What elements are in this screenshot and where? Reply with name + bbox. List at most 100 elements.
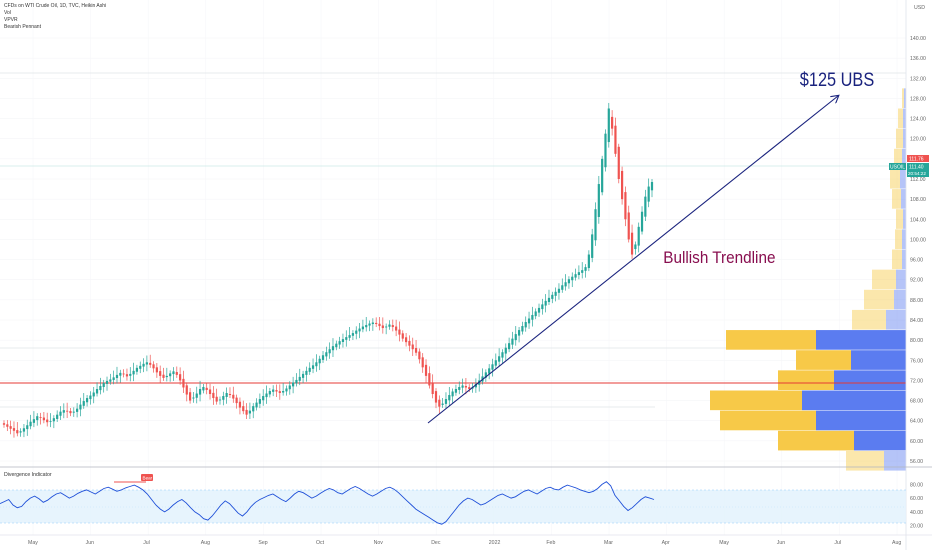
candle-body: [99, 385, 102, 391]
candle-body: [56, 414, 59, 419]
candle-body: [574, 274, 577, 278]
candle-body: [295, 379, 298, 384]
price-tick-label: 136.00: [910, 56, 926, 62]
candle-body: [527, 318, 531, 324]
indicator-vol[interactable]: Vol: [4, 10, 11, 16]
candle-body: [245, 409, 248, 415]
high-tag: 111.76: [909, 157, 924, 163]
bear-badge-bg: [141, 474, 153, 481]
candle-body: [331, 346, 335, 351]
price-tick-label: 128.00: [910, 96, 926, 102]
candle-body: [105, 380, 109, 384]
candle-body: [524, 322, 527, 328]
vpvr-down-bar: [802, 390, 906, 411]
time-tick-label: Oct: [316, 540, 325, 546]
candle-body: [155, 367, 158, 373]
oscillator-tick-label: 60.00: [910, 496, 923, 502]
candle-body: [69, 411, 72, 414]
vpvr-down-bar: [896, 269, 906, 290]
candle-body: [371, 322, 374, 325]
candle-body: [95, 388, 99, 394]
candle-body: [22, 428, 26, 432]
candle-body: [301, 373, 305, 378]
candle-body: [262, 396, 265, 401]
price-axis[interactable]: 140.00136.00132.00128.00124.00120.00116.…: [910, 36, 926, 465]
vpvr-up-bar: [852, 309, 886, 330]
target-annotation: $125 UBS: [800, 69, 874, 90]
trendline-annotation: Bullish Trendline: [663, 248, 775, 267]
countdown-tag: 20:54:22: [908, 171, 926, 176]
candle-body: [2, 423, 6, 425]
vpvr-up-bar: [892, 189, 901, 209]
candle-body: [514, 334, 517, 341]
price-tick-label: 68.00: [910, 399, 923, 405]
candle-body: [285, 388, 288, 392]
chart-header: CFDs on WTI Crude Oil, 1D, TVC, Heikin A…: [4, 3, 106, 31]
indicator-vpvr[interactable]: VPVR: [4, 17, 18, 23]
candle-body: [52, 418, 55, 422]
candle-body: [627, 212, 630, 240]
oscillator-axis: 80.00 60.00 40.00 20.00: [910, 482, 923, 529]
grid: [0, 37, 906, 462]
time-tick-label: Jun: [86, 540, 94, 546]
vpvr-up-bar: [895, 229, 902, 249]
symbol-line[interactable]: CFDs on WTI Crude Oil, 1D, TVC, Heikin A…: [4, 3, 107, 9]
candle-body: [375, 322, 378, 325]
candle-body: [401, 333, 404, 339]
price-tick-label: 100.00: [910, 237, 926, 243]
candle-body: [434, 391, 438, 403]
vpvr-up-bar: [896, 209, 903, 229]
candle-body: [571, 276, 574, 281]
candle-body: [508, 343, 511, 350]
candle-body: [531, 314, 534, 320]
candle-body: [498, 356, 501, 362]
price-tick-label: 84.00: [910, 318, 923, 324]
candle-body: [282, 391, 285, 393]
bullish-trendline[interactable]: [427, 96, 838, 424]
oscillator-tick-label: 40.00: [910, 510, 923, 516]
candle-body: [135, 367, 139, 372]
candle-body: [521, 326, 524, 332]
candle-body: [624, 192, 627, 220]
candle-body: [29, 421, 32, 427]
candle-body: [36, 416, 39, 421]
candle-body: [554, 291, 557, 296]
candle-body: [594, 209, 597, 241]
candle-body: [461, 385, 464, 388]
candle-body: [82, 401, 85, 406]
time-tick-label: Dec: [431, 540, 441, 546]
indicator-pennant[interactable]: Bearish Pennant: [4, 24, 41, 30]
time-tick-label: Sep: [258, 540, 267, 546]
candle-body: [222, 396, 225, 400]
vpvr-down-bar: [901, 189, 906, 209]
candle-body: [607, 108, 610, 143]
vpvr-up-bar: [726, 330, 816, 350]
candle-body: [208, 389, 212, 395]
candle-body: [561, 285, 564, 290]
candle-body: [541, 304, 544, 310]
candle-body: [278, 391, 281, 394]
candle-body: [175, 372, 178, 375]
time-axis[interactable]: May Jun Jul Aug Sep Oct Nov Dec 2022 Feb Mar Apr May…: [28, 540, 901, 546]
candle-body: [537, 307, 541, 313]
vpvr-up-bar: [896, 128, 903, 149]
candle-body: [385, 326, 388, 328]
vpvr-down-bar: [854, 430, 906, 451]
vpvr-up-bar: [894, 148, 902, 169]
candle-body: [305, 370, 308, 375]
oscillator-tick-label: 80.00: [910, 482, 923, 488]
candle-body: [149, 362, 152, 365]
time-tick-label: May: [719, 540, 729, 546]
vpvr-down-bar: [816, 330, 906, 350]
candle-body: [192, 397, 195, 399]
candle-body: [188, 392, 192, 401]
vpvr-up-bar: [864, 289, 894, 310]
candle-body: [620, 170, 624, 200]
candle-body: [557, 288, 561, 293]
candle-body: [414, 348, 418, 353]
candle-body: [102, 382, 105, 388]
candle-body: [647, 186, 650, 202]
candle-body: [215, 396, 218, 402]
candle-body: [232, 394, 235, 399]
